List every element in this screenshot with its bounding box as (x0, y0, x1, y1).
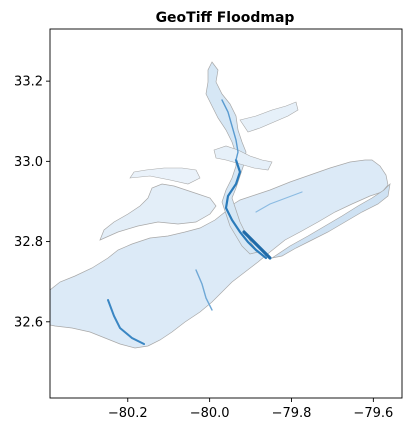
x-tick-label: −80.0 (190, 406, 230, 421)
deep-channel-east (255, 191, 303, 213)
x-tick-label: −79.6 (353, 406, 393, 421)
y-tick-label: 33.0 (14, 155, 43, 170)
flood-extent-lower-basin (50, 159, 389, 349)
y-tick-label: 32.6 (14, 315, 43, 330)
y-tick-label: 32.8 (14, 235, 43, 250)
y-tick-label: 33.2 (14, 75, 43, 90)
deep-channel-harbor (242, 230, 272, 260)
y-axis: 32.6 32.8 33.0 33.2 (14, 75, 50, 330)
flood-extent-northeast-creek (239, 101, 299, 133)
axes-frame (49, 28, 403, 399)
x-tick-label: −80.2 (108, 406, 148, 421)
chart-title: GeoTiff Floodmap (156, 10, 295, 26)
floodmap-raster (50, 61, 391, 349)
deep-channel-main (224, 158, 268, 260)
flood-extent-north-creek (213, 145, 273, 171)
x-tick-label: −79.8 (272, 406, 312, 421)
flood-extent-upper-river (205, 61, 259, 255)
flood-extent-barrier-island (271, 182, 391, 259)
flood-extent-west-marsh (129, 167, 201, 185)
flood-extent-west-tributary (99, 183, 217, 241)
deep-channel-southwest (107, 299, 145, 345)
deep-channel-upper (221, 99, 239, 161)
deep-channel-south (195, 269, 213, 311)
x-axis: −80.2 −80.0 −79.8 −79.6 (108, 398, 393, 421)
